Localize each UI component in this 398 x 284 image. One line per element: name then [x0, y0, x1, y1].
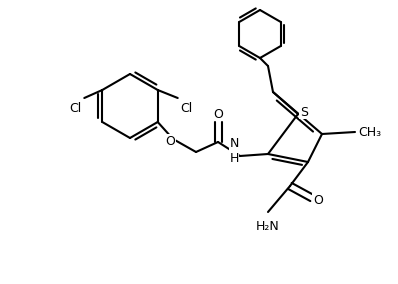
Text: CH₃: CH₃ — [358, 126, 381, 139]
Text: Cl: Cl — [69, 102, 81, 115]
Text: Cl: Cl — [181, 102, 193, 115]
Text: N
H: N H — [229, 137, 239, 165]
Text: O: O — [165, 135, 175, 147]
Text: O: O — [213, 108, 223, 120]
Text: O: O — [313, 193, 323, 206]
Text: H₂N: H₂N — [256, 220, 280, 233]
Text: S: S — [300, 105, 308, 118]
